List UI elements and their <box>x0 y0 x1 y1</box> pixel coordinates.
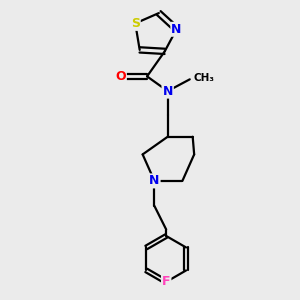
Text: CH₃: CH₃ <box>193 73 214 83</box>
Text: N: N <box>149 174 160 188</box>
Text: F: F <box>162 275 170 288</box>
Text: N: N <box>163 85 173 98</box>
Text: S: S <box>131 17 140 30</box>
Text: O: O <box>115 70 126 83</box>
Text: N: N <box>171 23 182 36</box>
